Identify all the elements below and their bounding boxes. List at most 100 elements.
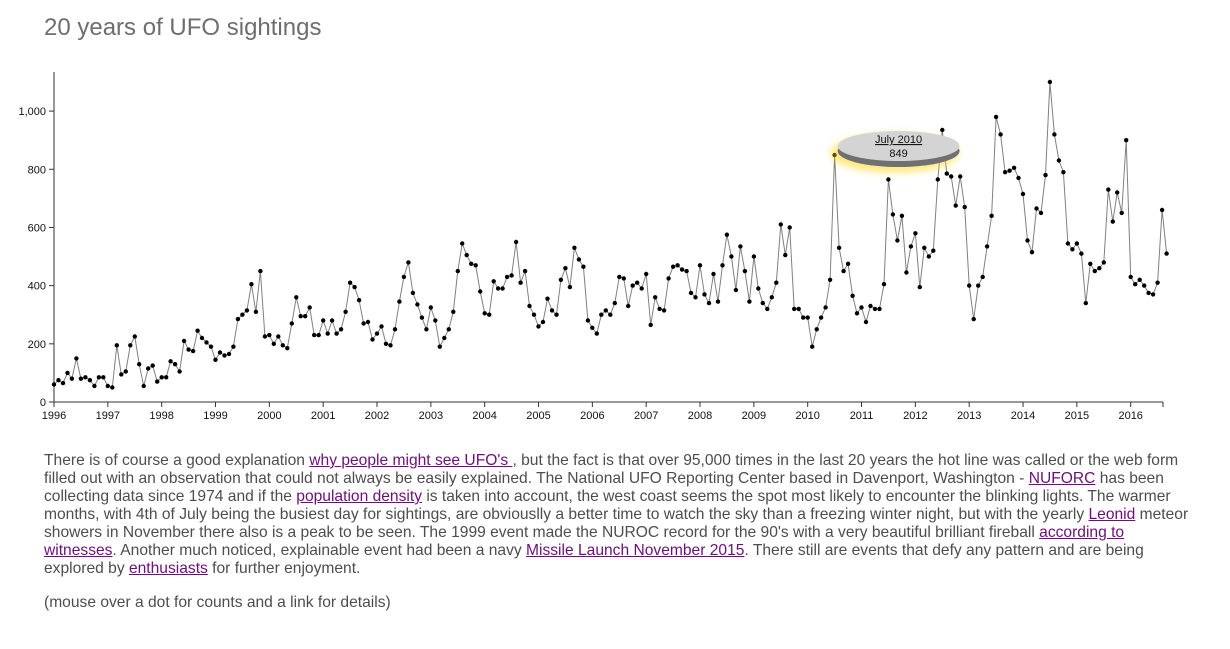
- data-point[interactable]: [1155, 280, 1160, 285]
- data-point[interactable]: [65, 370, 70, 376]
- data-point[interactable]: [168, 359, 173, 364]
- data-point[interactable]: [917, 284, 922, 290]
- data-point[interactable]: [164, 375, 169, 380]
- data-point[interactable]: [226, 351, 232, 357]
- data-point[interactable]: [558, 277, 564, 282]
- data-point[interactable]: [235, 316, 241, 322]
- data-point[interactable]: [810, 344, 815, 349]
- data-point[interactable]: [312, 332, 317, 338]
- data-point[interactable]: [697, 263, 703, 268]
- data-point[interactable]: [706, 300, 712, 306]
- data-point[interactable]: [908, 244, 914, 249]
- data-point[interactable]: [814, 327, 819, 332]
- data-point[interactable]: [1101, 260, 1107, 265]
- data-point[interactable]: [1092, 268, 1098, 274]
- data-point[interactable]: [500, 286, 505, 291]
- link-enthusiasts[interactable]: enthusiasts: [128, 560, 208, 577]
- data-point[interactable]: [1025, 238, 1030, 243]
- data-point[interactable]: [648, 322, 653, 328]
- data-point[interactable]: [307, 305, 312, 310]
- data-point[interactable]: [271, 341, 276, 346]
- data-point[interactable]: [1029, 250, 1035, 255]
- data-point[interactable]: [554, 312, 559, 317]
- data-point[interactable]: [244, 308, 250, 313]
- data-point[interactable]: [1150, 292, 1156, 297]
- data-point[interactable]: [267, 332, 272, 338]
- data-point[interactable]: [177, 369, 182, 374]
- data-point[interactable]: [531, 312, 537, 317]
- data-point[interactable]: [684, 268, 689, 274]
- data-point[interactable]: [774, 280, 779, 285]
- data-point[interactable]: [365, 319, 371, 325]
- data-point[interactable]: [792, 306, 797, 312]
- link-nuforc[interactable]: NUFORC: [1028, 470, 1096, 487]
- data-point[interactable]: [213, 357, 218, 362]
- data-point[interactable]: [518, 280, 523, 285]
- data-point[interactable]: [433, 318, 438, 323]
- data-point[interactable]: [796, 306, 801, 312]
- data-point[interactable]: [289, 321, 294, 326]
- link-according-to-witnesses[interactable]: according to witnesses: [44, 524, 1125, 559]
- data-point[interactable]: [675, 263, 680, 268]
- data-point[interactable]: [769, 295, 774, 300]
- data-point[interactable]: [437, 344, 442, 349]
- data-point[interactable]: [258, 268, 263, 274]
- data-point[interactable]: [653, 295, 658, 300]
- link-leonid[interactable]: Leonid: [1088, 506, 1136, 523]
- data-point[interactable]: [92, 383, 97, 389]
- data-point[interactable]: [626, 303, 631, 309]
- data-point[interactable]: [1079, 251, 1084, 256]
- data-point[interactable]: [442, 335, 447, 341]
- data-point[interactable]: [1142, 283, 1147, 288]
- data-point[interactable]: [801, 315, 806, 320]
- data-point[interactable]: [1061, 170, 1066, 175]
- data-point[interactable]: [1038, 210, 1044, 216]
- data-point[interactable]: [172, 362, 178, 367]
- data-point[interactable]: [195, 328, 200, 333]
- tooltip-date-link[interactable]: July 2010: [875, 134, 922, 146]
- data-point[interactable]: [406, 260, 411, 265]
- data-point[interactable]: [980, 274, 985, 280]
- data-point[interactable]: [895, 238, 900, 243]
- data-point[interactable]: [617, 274, 622, 280]
- data-point[interactable]: [428, 305, 433, 310]
- data-point[interactable]: [1074, 241, 1080, 246]
- data-point[interactable]: [958, 174, 963, 179]
- data-point[interactable]: [352, 284, 357, 290]
- data-point[interactable]: [446, 327, 451, 332]
- data-point[interactable]: [69, 376, 75, 381]
- data-point[interactable]: [1146, 290, 1151, 296]
- data-point[interactable]: [509, 273, 514, 278]
- data-point[interactable]: [482, 311, 487, 316]
- data-point[interactable]: [944, 171, 949, 176]
- data-point[interactable]: [540, 319, 546, 325]
- data-point[interactable]: [742, 268, 748, 274]
- data-point[interactable]: [522, 268, 528, 274]
- data-point[interactable]: [321, 318, 326, 323]
- link-why-people-see-ufos[interactable]: why people might see UFO's: [309, 452, 513, 469]
- data-point[interactable]: [1034, 206, 1039, 211]
- data-point[interactable]: [711, 271, 716, 277]
- data-point[interactable]: [114, 343, 120, 348]
- data-point[interactable]: [249, 282, 254, 287]
- data-point[interactable]: [657, 306, 662, 312]
- data-point[interactable]: [303, 314, 308, 319]
- data-point[interactable]: [424, 327, 429, 332]
- data-point[interactable]: [836, 245, 842, 250]
- data-point[interactable]: [451, 309, 456, 314]
- data-point[interactable]: [576, 257, 582, 262]
- data-point[interactable]: [926, 254, 931, 259]
- data-point[interactable]: [74, 356, 79, 361]
- data-point[interactable]: [155, 379, 160, 384]
- data-point[interactable]: [563, 266, 568, 271]
- data-point[interactable]: [487, 312, 492, 317]
- data-point[interactable]: [765, 306, 770, 312]
- data-point[interactable]: [1088, 261, 1093, 266]
- data-point[interactable]: [818, 315, 824, 320]
- data-point[interactable]: [361, 321, 366, 326]
- data-point[interactable]: [343, 309, 348, 314]
- data-point[interactable]: [863, 319, 869, 325]
- data-point[interactable]: [823, 305, 828, 310]
- data-point[interactable]: [998, 132, 1003, 137]
- data-point[interactable]: [455, 268, 460, 274]
